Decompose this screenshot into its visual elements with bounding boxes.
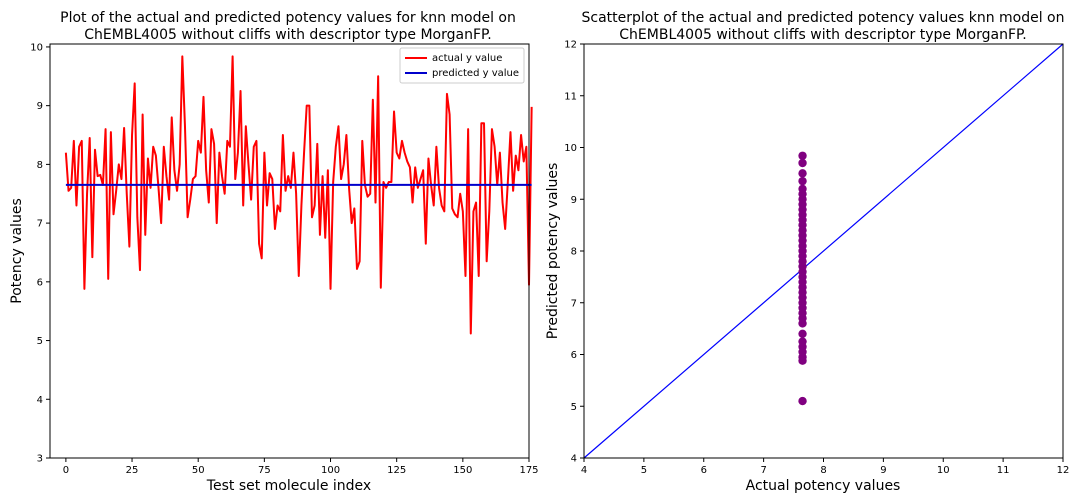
scatter-chart-x-tick-label: 9 <box>880 465 886 476</box>
line-chart-x-tick-label: 25 <box>126 465 139 476</box>
line-chart-y-tick-label: 4 <box>37 395 43 406</box>
scatter-chart-y-axis-label: Predicted potency values <box>545 163 561 340</box>
line-chart-y-tick-label: 3 <box>37 454 43 465</box>
scatter-chart-x-tick-label: 11 <box>997 465 1010 476</box>
line-chart-y-tick-label: 10 <box>30 42 43 53</box>
scatter-chart-x-tick-label: 8 <box>820 465 826 476</box>
line-chart-title-line2: ChEMBL4005 without cliffs with descripto… <box>84 27 491 43</box>
scatter-point <box>798 184 807 194</box>
scatter-point <box>798 396 807 406</box>
actual-y-value-line <box>64 55 533 335</box>
line-chart-legend: actual y value predicted y value <box>399 47 525 84</box>
line-chart-plot-area <box>50 44 529 458</box>
line-chart-x-tick-label: 50 <box>192 465 205 476</box>
line-chart-y-tick-label: 5 <box>37 336 43 347</box>
scatter-chart-x-tick-label: 5 <box>641 465 647 476</box>
line-chart: Plot of the actual and predicted potency… <box>9 10 539 494</box>
scatter-chart-y-tick-label: 9 <box>571 195 577 206</box>
identity-line <box>583 43 1064 459</box>
scatter-chart-x-tick-label: 10 <box>937 465 950 476</box>
scatter-chart-x-tick-label: 7 <box>760 465 766 476</box>
scatter-chart-x-tick-label: 4 <box>581 465 587 476</box>
scatter-point <box>798 169 807 178</box>
line-chart-frame <box>49 43 530 459</box>
scatter-chart-x-axis-label: Actual potency values <box>746 478 901 494</box>
line-chart-y-tick-label: 8 <box>37 160 43 171</box>
scatter-chart-y-tick-label: 5 <box>571 402 577 413</box>
scatter-point <box>798 176 807 186</box>
scatter-point <box>798 151 807 160</box>
scatter-chart-y-tick-label: 11 <box>564 91 577 102</box>
scatter-chart-title-line2: ChEMBL4005 without cliffs with descripto… <box>619 27 1026 43</box>
line-chart-x-tick-label: 150 <box>453 465 472 476</box>
line-chart-y-tick-label: 9 <box>37 101 43 112</box>
line-chart-x-tick-label: 0 <box>63 465 69 476</box>
scatter-chart-x-tick-label: 12 <box>1057 465 1070 476</box>
line-chart-x-tick-label: 100 <box>321 465 340 476</box>
scatter-chart-y-tick-label: 7 <box>571 298 577 309</box>
scatter-chart-y-tick-label: 6 <box>571 350 577 361</box>
line-chart-y-tick-label: 6 <box>37 277 43 288</box>
line-chart-y-axis-label: Potency values <box>9 198 25 303</box>
line-chart-title-line1: Plot of the actual and predicted potency… <box>60 10 516 26</box>
line-chart-x-tick-label: 75 <box>258 465 271 476</box>
scatter-point <box>798 158 807 168</box>
legend-box <box>399 47 525 84</box>
legend-actual-label: actual y value <box>432 53 502 64</box>
scatter-chart: Scatterplot of the actual and predicted … <box>545 10 1069 494</box>
line-chart-y-tick-label: 7 <box>37 219 43 230</box>
scatter-chart-x-tick-label: 6 <box>701 465 707 476</box>
legend-predicted-label: predicted y value <box>432 68 519 79</box>
scatter-point <box>798 329 807 338</box>
scatter-chart-y-tick-label: 8 <box>571 247 577 258</box>
scatter-chart-y-tick-label: 12 <box>564 40 577 51</box>
scatter-point <box>798 337 807 346</box>
scatter-chart-y-tick-label: 10 <box>564 143 577 154</box>
line-chart-x-axis-label: Test set molecule index <box>206 478 371 494</box>
line-chart-x-tick-label: 125 <box>387 465 406 476</box>
scatter-chart-y-tick-label: 4 <box>571 454 577 465</box>
scatter-chart-title-line1: Scatterplot of the actual and predicted … <box>582 10 1065 26</box>
line-chart-x-tick-label: 175 <box>519 465 538 476</box>
